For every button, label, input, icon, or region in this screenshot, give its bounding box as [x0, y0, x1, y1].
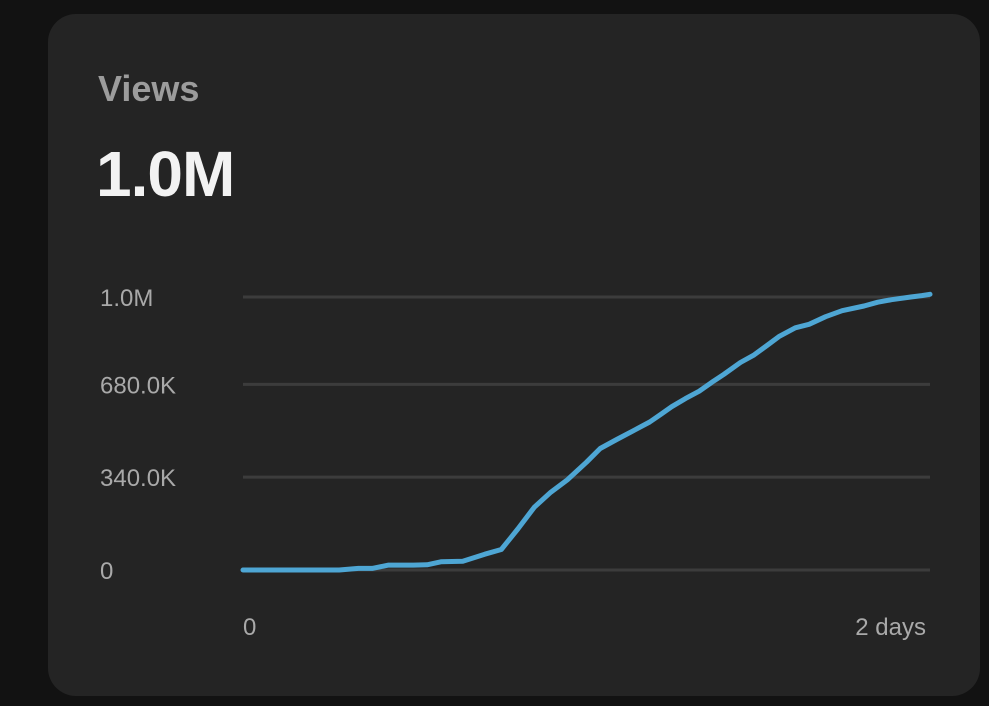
grid-lines	[243, 295, 930, 572]
x-axis-ticks: 0 2 days	[243, 614, 926, 641]
y-tick-label: 0	[100, 558, 113, 585]
metric-value: 1.0M	[96, 138, 235, 210]
y-tick-label: 680.0K	[100, 372, 176, 399]
y-tick-label: 1.0M	[100, 285, 153, 312]
series-layer	[240, 291, 933, 573]
metric-title: Views	[98, 68, 200, 109]
x-tick-label: 0	[243, 614, 256, 641]
x-tick-label: 2 days	[855, 614, 926, 641]
y-tick-label: 340.0K	[100, 465, 176, 492]
y-axis-ticks: 0 340.0K 680.0K 1.0M	[100, 285, 176, 585]
views-card	[48, 14, 980, 696]
views-series-line	[240, 291, 933, 573]
